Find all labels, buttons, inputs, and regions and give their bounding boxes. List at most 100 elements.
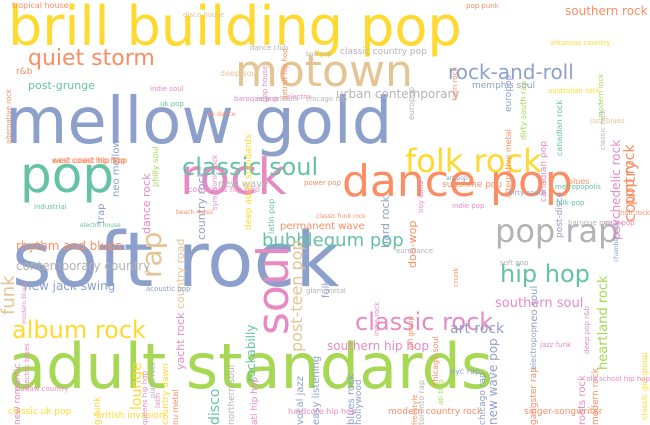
word-141: bow pop: [306, 51, 332, 58]
word-120: deep soul: [220, 69, 259, 78]
word-49: country rock: [195, 171, 208, 240]
word-107: viral pop: [604, 219, 635, 227]
word-22: contemporary country: [16, 259, 151, 273]
word-90: chicago rap: [306, 95, 347, 103]
word-69: tropical house: [12, 1, 69, 10]
word-78: dirty south rap: [519, 80, 528, 140]
word-71: alternative rock: [5, 88, 13, 144]
word-116: piano rock: [149, 361, 157, 398]
word-133: arkansas country: [550, 39, 611, 47]
word-57: hardcore hip hop: [288, 407, 357, 416]
word-128: classic rock: [599, 109, 607, 150]
word-125: nyc rap: [450, 367, 481, 376]
word-66: chicago rap: [478, 372, 488, 425]
word-24: urban contemporary: [336, 87, 460, 101]
word-124: toronto rap: [417, 380, 426, 425]
word-91: deep adult standards: [244, 134, 254, 230]
word-2: adult standards: [8, 330, 494, 403]
word-25: funk: [0, 275, 19, 315]
word-40: classic country pop: [340, 47, 427, 57]
word-7: motown: [235, 46, 413, 97]
word-109: art pop: [446, 175, 468, 182]
word-112: disco house: [183, 11, 225, 19]
word-121: northern soul: [227, 364, 237, 425]
word-110: chamber pop: [613, 222, 620, 262]
word-76: jazz funk: [540, 341, 572, 349]
word-117: acoustic pop: [146, 285, 191, 293]
word-36: southern rock: [565, 4, 648, 18]
word-101: nu metal: [171, 389, 180, 425]
word-46: neo mellow: [111, 139, 122, 197]
word-79: west coast hip hop: [52, 156, 128, 165]
word-59: singer-songwriter: [524, 407, 603, 417]
word-6: pop: [20, 146, 115, 204]
word-37: permanent wave: [280, 221, 365, 232]
word-100: folk-pop: [556, 199, 585, 207]
word-41: memphis soul: [472, 81, 535, 91]
word-111: electric blues: [23, 343, 31, 390]
word-119: outlaw country: [16, 385, 69, 393]
word-5: rock: [180, 148, 287, 206]
word-122: country dawn: [161, 363, 171, 425]
word-131: europop: [407, 86, 416, 120]
word-137: australian rock: [548, 87, 601, 95]
word-73: glam metal: [306, 287, 346, 295]
word-54: country road: [174, 238, 187, 309]
word-147: soft pop: [500, 259, 529, 267]
word-84: neo soul: [529, 285, 540, 328]
word-45: doo-wop: [406, 220, 419, 268]
word-39: post-grunge: [28, 79, 95, 92]
word-61: hollywood: [354, 379, 364, 425]
word-12: album rock: [12, 316, 146, 344]
word-106: deep pop r&b: [583, 306, 591, 354]
word-129: latin pop: [267, 198, 276, 234]
word-142: electro house: [80, 222, 121, 229]
word-81: alternative metal: [504, 129, 513, 198]
word-102: crunk: [452, 267, 460, 287]
word-34: pop rock: [622, 144, 638, 205]
word-70: r&b: [16, 67, 33, 77]
word-62: atl hip hop: [250, 376, 260, 425]
word-29: heartland rock: [596, 275, 611, 370]
word-68: classic girl group: [640, 352, 649, 420]
word-123: g funk: [93, 396, 103, 425]
word-135: dance club: [250, 44, 289, 52]
word-4: dance pop: [342, 156, 573, 207]
word-118: queens hip hop: [141, 370, 149, 425]
word-77: europop: [504, 74, 514, 112]
word-55: classic uk pop: [8, 407, 72, 417]
word-140: east coast hip hop: [52, 156, 126, 165]
word-18: bubblegum pop: [262, 230, 404, 251]
word-1: soft rock: [12, 215, 340, 304]
word-13: quiet storm: [28, 46, 155, 71]
word-80: conscious hip hop: [188, 185, 260, 194]
word-99: atl trap: [437, 379, 445, 405]
word-82: power pop: [304, 179, 342, 187]
word-44: hard rock: [379, 196, 392, 248]
word-0: mellow gold: [5, 85, 393, 159]
word-89: pop punk: [466, 2, 499, 10]
word-21: rhythm and blues: [16, 239, 122, 253]
word-115: modern blues: [21, 282, 28, 324]
word-143: classic funk rock: [316, 213, 366, 220]
word-113: detroit hip hop: [281, 48, 289, 100]
word-32: rockabilly: [244, 324, 258, 382]
word-26: southern soul: [495, 296, 584, 311]
word-144: indie soul: [150, 85, 184, 93]
word-103: indie pop: [452, 202, 485, 210]
word-138: latin rock: [451, 67, 459, 101]
word-15: classic soul: [182, 153, 319, 181]
word-114: beach music: [176, 209, 214, 216]
word-53: yacht rock: [174, 312, 187, 370]
word-75: sunshine pop: [442, 180, 503, 190]
word-92: symphonic rock: [211, 154, 219, 210]
word-93: metropopolis: [555, 183, 601, 191]
word-108: old school hip hop: [586, 375, 650, 383]
word-94: dirty south: [508, 189, 546, 197]
word-19: post-teen pop: [287, 240, 306, 352]
word-16: hip hop: [500, 260, 590, 288]
word-98: irish rock: [618, 209, 650, 217]
word-20: southern hip hop: [327, 339, 429, 353]
word-10: folk rock: [405, 142, 542, 180]
